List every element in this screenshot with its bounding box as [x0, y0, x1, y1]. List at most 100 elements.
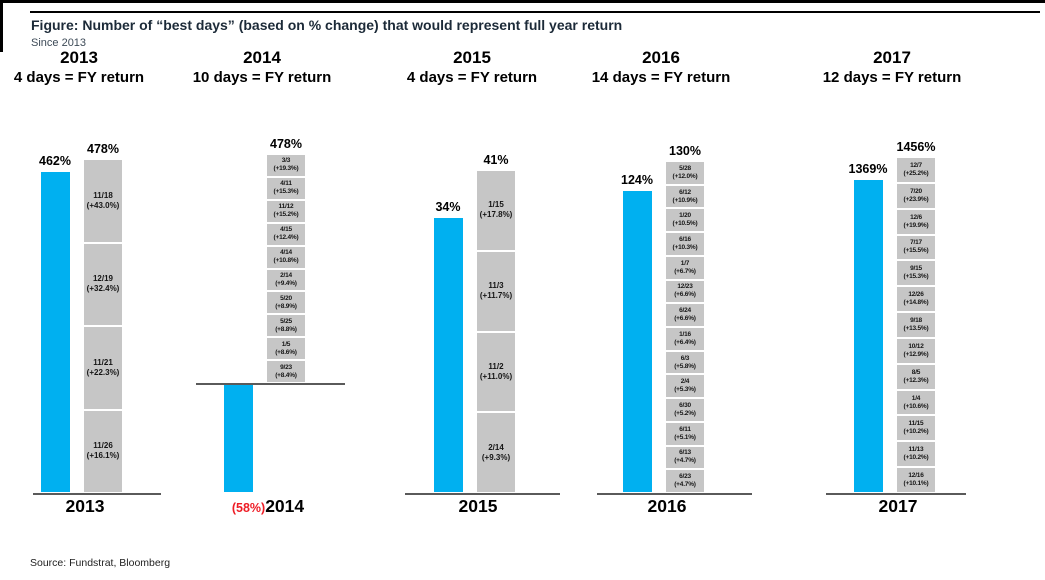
top-border-line — [0, 0, 1045, 3]
best-day-segment: 12/6 (+19.9%) — [897, 209, 935, 234]
best-day-change: (+15.2%) — [273, 211, 299, 219]
best-day-change: (+11.0%) — [479, 371, 513, 381]
best-day-date: 9/23 — [280, 363, 292, 371]
best-day-date: 4/15 — [280, 226, 292, 234]
best-day-segment: 11/15 (+10.2%) — [897, 416, 935, 441]
group-header-year: 2013 — [60, 48, 98, 67]
best-day-date: 9/18 — [910, 316, 922, 324]
figure-title: Figure: Number of “best days” (based on … — [31, 17, 623, 33]
group-header-days-label: 12 days = FY return — [822, 69, 962, 86]
best-day-segment: 11/26 (+16.1%) — [84, 410, 122, 492]
fy-return-label: 124% — [621, 173, 653, 187]
best-day-change: (+12.3%) — [903, 376, 929, 384]
best-days-total-label: 1456% — [896, 140, 936, 154]
best-day-date: 7/20 — [910, 187, 922, 195]
best-day-change: (+8.9%) — [275, 302, 297, 310]
best-day-segment: 6/23 (+4.7%) — [666, 470, 704, 493]
best-day-date: 12/16 — [908, 472, 924, 480]
best-day-date: 6/24 — [679, 307, 691, 315]
best-day-date: 1/16 — [679, 330, 691, 338]
fy-return-negative-label: (58%) — [231, 501, 266, 515]
best-day-date: 1/20 — [679, 212, 691, 220]
best-day-segment: 9/15 (+15.3%) — [897, 261, 935, 286]
group-header-year: 2016 — [642, 48, 680, 67]
best-day-date: 6/23 — [679, 473, 691, 481]
best-day-segment: 12/19 (+32.4%) — [84, 243, 122, 325]
best-days-total-label: 41% — [483, 153, 509, 167]
group-header-year: 2014 — [243, 48, 281, 67]
best-day-date: 1/7 — [680, 259, 690, 267]
best-day-change: (+12.0%) — [672, 172, 698, 180]
best-day-change: (+5.8%) — [674, 362, 696, 370]
fy-return-label: 462% — [39, 154, 71, 168]
x-axis-line — [196, 383, 345, 385]
best-day-date: 5/20 — [280, 294, 292, 302]
best-day-segment: 6/13 (+4.7%) — [666, 446, 704, 469]
group-header-year: 2017 — [873, 48, 911, 67]
best-day-segment: 11/13 (+10.2%) — [897, 442, 935, 467]
group-header-year: 2015 — [453, 48, 491, 67]
best-day-segment: 1/16 (+6.4%) — [666, 328, 704, 350]
year-label-text: 2014 — [265, 496, 305, 516]
best-day-change: (+10.9%) — [672, 196, 698, 204]
best-day-date: 12/6 — [910, 213, 922, 221]
best-day-change: (+16.1%) — [86, 451, 120, 461]
best-day-date: 11/3 — [488, 281, 504, 291]
title-rule-line — [30, 11, 1040, 13]
fy-return-bar — [224, 385, 253, 492]
best-day-change: (+10.6%) — [903, 402, 929, 410]
fy-return-bar — [854, 180, 883, 492]
best-days-stacked-bar: 3/3 (+19.3%) 4/11 (+15.3%) 11/12 (+15.2%) 4/15… — [267, 155, 305, 383]
year-axis-label: 2013 — [0, 496, 170, 517]
best-day-change: (+5.2%) — [674, 410, 696, 418]
best-days-total-label: 130% — [669, 144, 701, 158]
best-days-total-label: 478% — [270, 137, 302, 151]
best-day-date: 8/5 — [911, 368, 921, 376]
best-day-date: 11/13 — [908, 446, 924, 454]
best-day-change: (+19.9%) — [903, 221, 929, 229]
best-day-segment: 11/18 (+43.0%) — [84, 160, 122, 242]
fy-return-bar — [434, 218, 463, 492]
best-day-segment: 12/23 (+6.6%) — [666, 280, 704, 303]
best-day-date: 5/28 — [679, 164, 691, 172]
year-axis-label: 2017 — [813, 496, 983, 517]
best-day-date: 12/26 — [908, 291, 924, 299]
best-day-date: 11/15 — [908, 420, 924, 428]
best-day-change: (+6.7%) — [674, 267, 696, 275]
best-day-date: 4/11 — [280, 180, 292, 188]
best-day-change: (+12.9%) — [903, 350, 929, 358]
best-day-change: (+6.6%) — [674, 291, 696, 299]
best-day-segment: 1/5 (+8.6%) — [267, 338, 305, 360]
best-day-segment: 5/28 (+12.0%) — [666, 162, 704, 184]
best-day-change: (+43.0%) — [86, 200, 120, 210]
best-day-date: 11/18 — [93, 190, 113, 200]
source-note: Source: Fundstrat, Bloomberg — [30, 557, 171, 569]
best-day-change: (+11.7%) — [479, 291, 513, 301]
best-day-segment: 11/2 (+11.0%) — [477, 332, 515, 412]
best-day-segment: 2/14 (+9.4%) — [267, 269, 305, 291]
best-day-change: (+9.4%) — [275, 279, 297, 287]
fy-return-label: 34% — [435, 200, 461, 214]
x-axis-line — [405, 493, 560, 495]
best-day-segment: 5/20 (+8.9%) — [267, 292, 305, 314]
best-day-segment: 11/12 (+15.2%) — [267, 200, 305, 222]
best-day-change: (+4.7%) — [674, 457, 696, 465]
best-day-segment: 11/3 (+11.7%) — [477, 251, 515, 331]
best-day-date: 11/2 — [488, 361, 504, 371]
best-day-date: 6/30 — [679, 402, 691, 410]
best-day-segment: 10/12 (+12.9%) — [897, 338, 935, 363]
best-day-segment: 5/25 (+8.8%) — [267, 315, 305, 337]
best-days-stacked-bar: 11/18 (+43.0%) 12/19 (+32.4%) 11/21 (+22.3%) 1… — [84, 160, 122, 492]
best-day-segment: 3/3 (+19.3%) — [267, 155, 305, 176]
best-day-change: (+23.9%) — [903, 195, 929, 203]
best-day-change: (+8.6%) — [275, 348, 297, 356]
best-day-change: (+19.3%) — [273, 165, 299, 173]
fy-return-bar — [41, 172, 70, 492]
best-days-stacked-bar: 5/28 (+12.0%) 6/12 (+10.9%) 1/20 (+10.5%) 6/16… — [666, 162, 704, 493]
year-axis-label: (58%)2014 — [183, 496, 353, 517]
best-day-date: 6/11 — [679, 425, 691, 433]
best-day-change: (+8.8%) — [275, 325, 297, 333]
best-day-segment: 9/23 (+8.4%) — [267, 361, 305, 383]
best-day-change: (+14.8%) — [903, 299, 929, 307]
